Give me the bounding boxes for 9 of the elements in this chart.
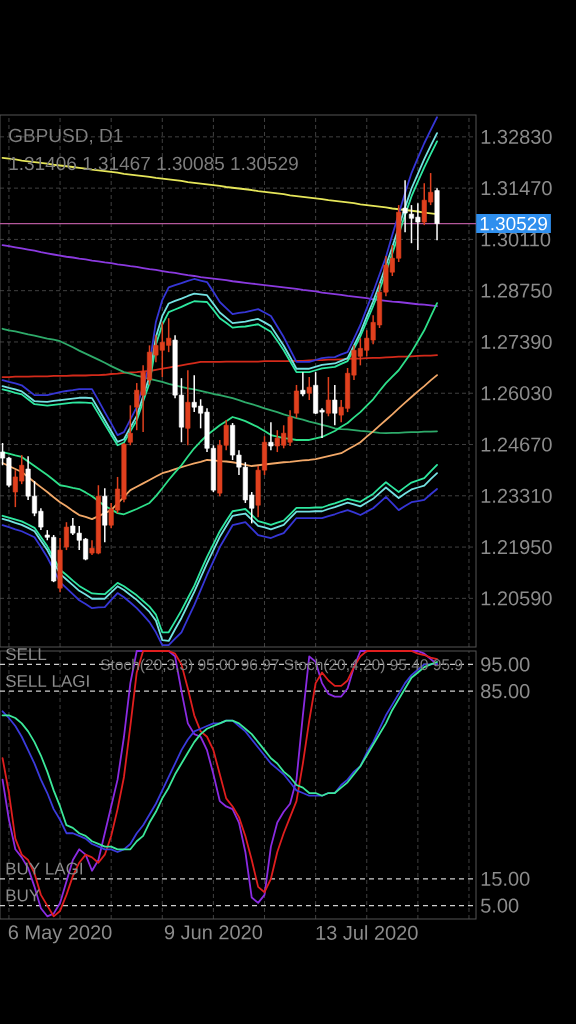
y-tick-label: 85.00 bbox=[481, 684, 530, 699]
x-tick-label: 13 Jul 2020 bbox=[316, 925, 418, 940]
y-tick-label: 15.00 bbox=[481, 871, 530, 886]
y-tick-label: 5.00 bbox=[481, 898, 519, 913]
y-tick-label: 95.00 bbox=[481, 657, 530, 672]
ref-line-label: SELL LAGI bbox=[5, 674, 89, 687]
x-tick-label: 6 May 2020 bbox=[8, 925, 112, 944]
ref-line-label: SELL bbox=[5, 648, 47, 661]
x-tick-label: 9 Jun 2020 bbox=[164, 925, 263, 940]
